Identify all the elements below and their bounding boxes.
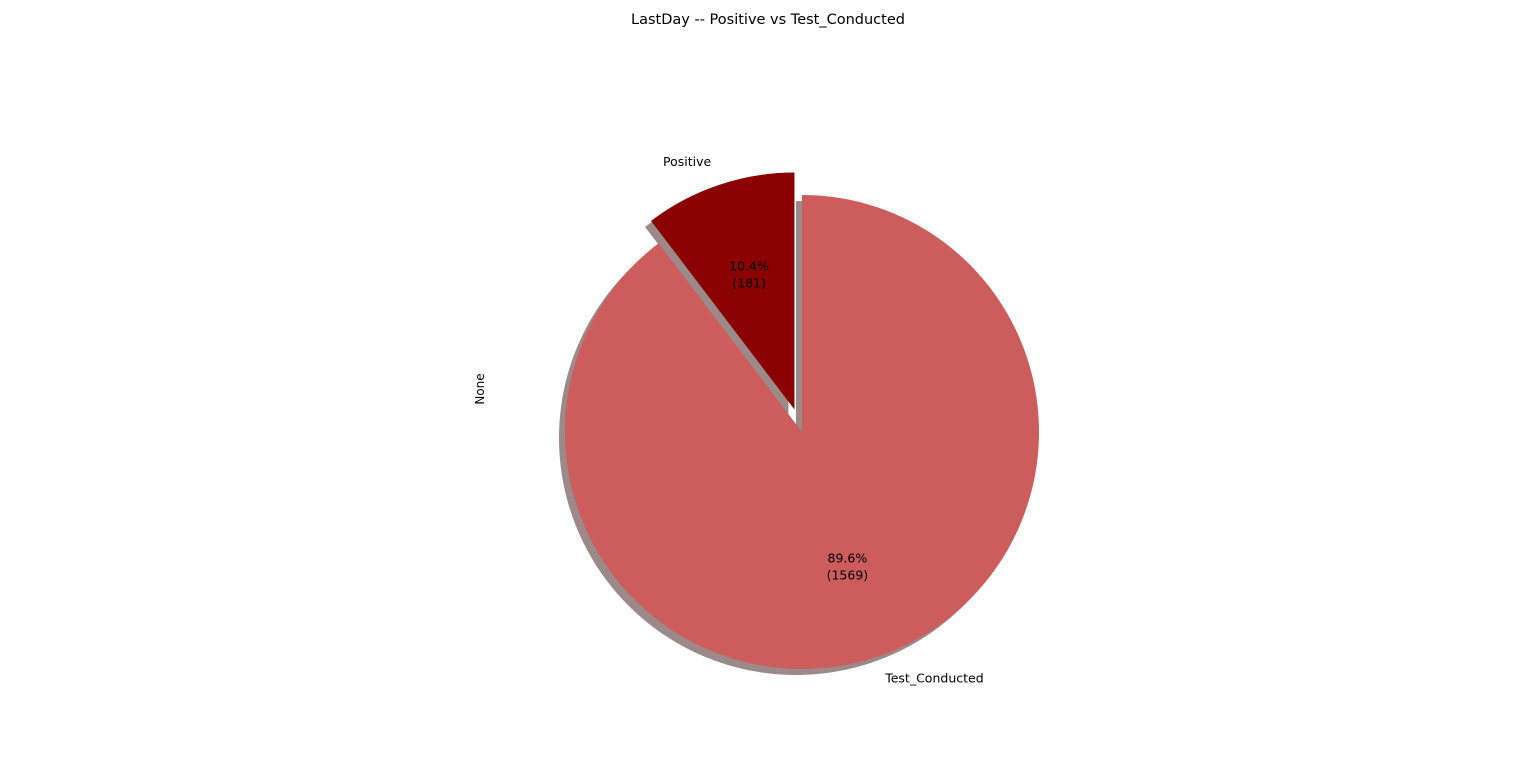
slice-label-positive: Positive: [663, 154, 711, 169]
slice-value-label: (181): [732, 275, 766, 290]
slice-percent-label: 89.6%: [828, 550, 868, 565]
pie-slice-positive: [651, 172, 795, 410]
slice-label-test-conducted: Test_Conducted: [884, 671, 983, 686]
pie-slice-test-conducted: [564, 195, 1039, 670]
slice-value-label: (1569): [827, 567, 869, 582]
chart-title: LastDay -- Positive vs Test_Conducted: [631, 12, 905, 28]
slice-percent-label: 10.4%: [729, 258, 769, 273]
